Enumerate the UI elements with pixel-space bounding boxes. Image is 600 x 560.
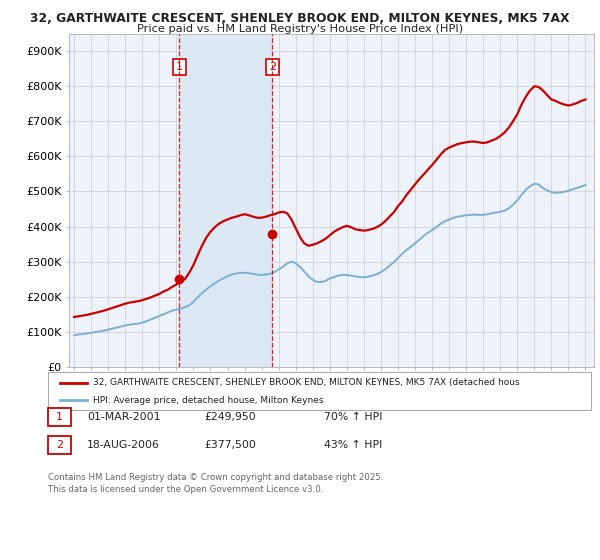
Text: 1: 1 (56, 412, 63, 422)
Text: 32, GARTHWAITE CRESCENT, SHENLEY BROOK END, MILTON KEYNES, MK5 7AX: 32, GARTHWAITE CRESCENT, SHENLEY BROOK E… (30, 12, 570, 25)
Text: 2: 2 (56, 440, 63, 450)
Text: £249,950: £249,950 (204, 412, 256, 422)
Bar (179, 34, 272, 367)
Text: 01-MAR-2001: 01-MAR-2001 (87, 412, 161, 422)
Text: 1: 1 (176, 62, 183, 72)
Text: HPI: Average price, detached house, Milton Keynes: HPI: Average price, detached house, Milt… (93, 396, 323, 405)
Text: £377,500: £377,500 (204, 440, 256, 450)
Text: Contains HM Land Registry data © Crown copyright and database right 2025.
This d: Contains HM Land Registry data © Crown c… (48, 473, 383, 494)
Text: 18-AUG-2006: 18-AUG-2006 (87, 440, 160, 450)
Text: 70% ↑ HPI: 70% ↑ HPI (324, 412, 383, 422)
Text: 32, GARTHWAITE CRESCENT, SHENLEY BROOK END, MILTON KEYNES, MK5 7AX (detached hou: 32, GARTHWAITE CRESCENT, SHENLEY BROOK E… (93, 378, 520, 387)
Text: 2: 2 (269, 62, 276, 72)
Text: 43% ↑ HPI: 43% ↑ HPI (324, 440, 382, 450)
Text: Price paid vs. HM Land Registry's House Price Index (HPI): Price paid vs. HM Land Registry's House … (137, 24, 463, 34)
